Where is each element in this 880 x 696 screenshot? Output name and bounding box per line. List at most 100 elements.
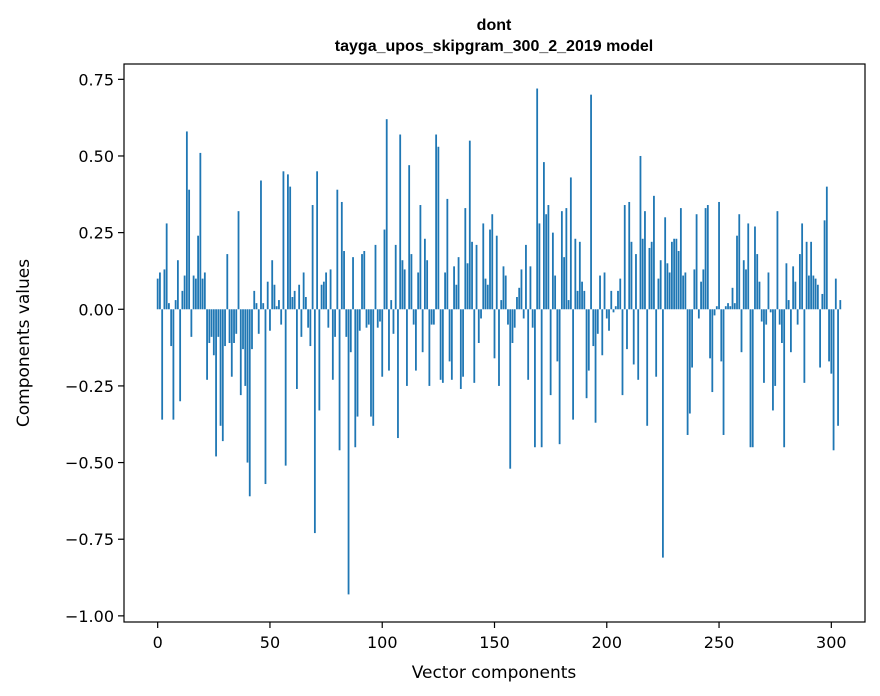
bar-179: [558, 309, 561, 445]
bar-271: [765, 309, 768, 325]
bar-13: [185, 131, 188, 310]
bar-118: [421, 309, 424, 353]
bar-76: [327, 309, 330, 328]
bar-186: [574, 238, 577, 310]
bar-232: [677, 251, 680, 310]
bar-45: [257, 309, 260, 334]
bar-143: [477, 309, 480, 343]
bar-292: [812, 275, 815, 310]
bar-63: [298, 284, 301, 310]
x-tick-label: 50: [260, 633, 280, 652]
bar-185: [572, 309, 574, 420]
bar-163: [522, 309, 525, 319]
bar-54: [278, 300, 280, 310]
bar-22: [206, 309, 208, 380]
bar-17: [194, 278, 197, 310]
bar-98: [376, 309, 379, 328]
bar-34: [233, 309, 235, 343]
bar-99: [379, 309, 381, 322]
bar-296: [821, 293, 824, 310]
bar-93: [365, 309, 368, 328]
bar-176: [551, 232, 554, 310]
bar-140: [471, 241, 473, 310]
bar-95: [370, 309, 372, 417]
bar-173: [545, 214, 548, 310]
bar-257: [733, 303, 736, 310]
bar-6: [170, 309, 173, 347]
bar-126: [439, 309, 442, 380]
bar-86: [349, 309, 352, 353]
bar-300: [830, 309, 833, 374]
bar-52: [273, 284, 276, 310]
bar-297: [823, 220, 826, 310]
bar-101: [383, 229, 386, 310]
y-tick-label: −1.00: [65, 607, 114, 626]
bar-227: [666, 263, 669, 310]
bar-100: [381, 309, 384, 377]
bar-130: [448, 309, 451, 362]
bar-255: [729, 306, 732, 310]
bar-59: [289, 186, 292, 310]
bar-119: [423, 238, 426, 310]
bar-167: [531, 309, 534, 328]
bar-191: [585, 309, 588, 399]
bar-279: [783, 309, 786, 448]
bar-145: [482, 223, 485, 310]
bar-21: [203, 272, 206, 310]
bar-92: [363, 251, 366, 310]
bar-251: [720, 309, 723, 362]
bars-group: [156, 88, 842, 595]
bar-207: [621, 309, 624, 396]
bar-204: [614, 306, 617, 310]
bar-2: [161, 309, 164, 420]
bar-106: [394, 244, 397, 310]
bar-65: [302, 272, 305, 310]
bar-288: [803, 309, 806, 383]
bar-11: [181, 290, 184, 310]
bar-299: [828, 309, 830, 362]
bar-70: [313, 309, 316, 534]
bar-66: [304, 297, 307, 310]
bar-216: [641, 238, 644, 310]
bar-38: [242, 309, 244, 350]
bar-138: [466, 263, 469, 310]
bar-156: [507, 309, 509, 325]
bar-188: [578, 241, 581, 310]
bar-277: [778, 309, 781, 325]
bar-58: [287, 174, 289, 310]
bar-194: [592, 309, 595, 347]
bar-224: [659, 260, 662, 310]
bar-268: [758, 281, 761, 310]
bar-234: [682, 275, 685, 310]
bar-165: [527, 309, 530, 380]
bar-14: [188, 189, 191, 310]
bar-35: [235, 309, 238, 334]
x-tick-label: 300: [816, 633, 847, 652]
bar-94: [367, 309, 370, 325]
bar-27: [217, 309, 220, 337]
bar-202: [610, 290, 613, 310]
bar-161: [518, 287, 521, 310]
bar-85: [347, 309, 350, 595]
chart-subtitle: tayga_upos_skipgram_300_2_2019 model: [335, 38, 653, 55]
bar-238: [691, 309, 693, 368]
bar-290: [807, 275, 810, 310]
bar-123: [432, 309, 435, 325]
bar-215: [639, 155, 642, 310]
bar-228: [668, 272, 671, 310]
bar-283: [792, 266, 795, 310]
x-tick-label: 100: [367, 633, 398, 652]
bar-235: [684, 272, 687, 310]
bar-181: [563, 257, 566, 310]
bar-171: [540, 309, 543, 448]
bar-142: [475, 244, 478, 310]
bar-272: [767, 272, 770, 310]
chart-title: dont: [477, 17, 512, 34]
bar-60: [291, 297, 294, 310]
bar-273: [769, 309, 772, 313]
bar-96: [372, 309, 375, 426]
bar-73: [320, 284, 323, 310]
bar-265: [751, 309, 754, 448]
bar-80: [336, 189, 339, 310]
bar-20: [201, 278, 204, 310]
